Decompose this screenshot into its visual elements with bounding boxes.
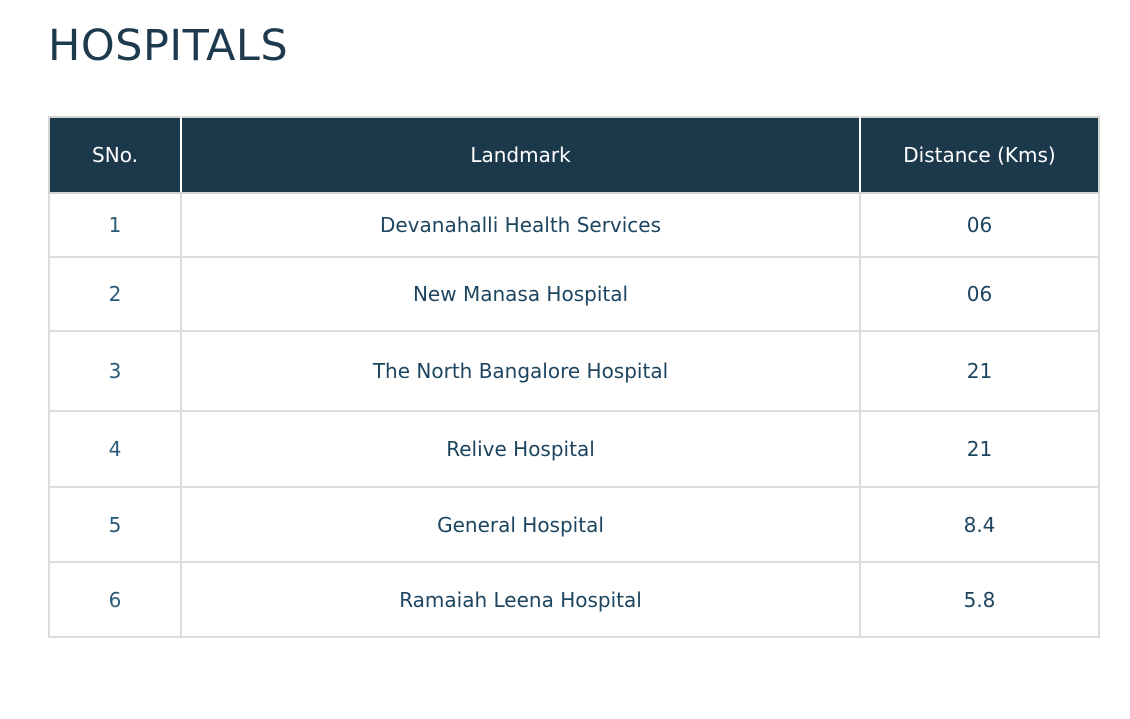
cell-landmark: The North Bangalore Hospital	[180, 330, 861, 412]
cell-distance: 06	[859, 192, 1100, 258]
cell-distance: 8.4	[859, 486, 1100, 563]
cell-distance: 21	[859, 410, 1100, 488]
cell-sno: 2	[48, 256, 182, 332]
cell-sno: 5	[48, 486, 182, 563]
cell-distance: 5.8	[859, 561, 1100, 638]
column-header-sno: SNo.	[48, 116, 182, 194]
cell-sno: 3	[48, 330, 182, 412]
table-row: 1 Devanahalli Health Services 06	[48, 192, 1100, 258]
cell-sno: 6	[48, 561, 182, 638]
cell-distance: 06	[859, 256, 1100, 332]
header-row: SNo. Landmark Distance (Kms)	[48, 116, 1100, 194]
table-row: 6 Ramaiah Leena Hospital 5.8	[48, 561, 1100, 638]
cell-landmark: Relive Hospital	[180, 410, 861, 488]
cell-landmark: General Hospital	[180, 486, 861, 563]
cell-sno: 4	[48, 410, 182, 488]
column-header-distance: Distance (Kms)	[859, 116, 1100, 194]
page-title: HOSPITALS	[48, 21, 289, 71]
table-row: 5 General Hospital 8.4	[48, 486, 1100, 563]
hospitals-table: SNo. Landmark Distance (Kms) 1 Devanahal…	[48, 116, 1100, 638]
cell-sno: 1	[48, 192, 182, 258]
cell-distance: 21	[859, 330, 1100, 412]
cell-landmark: New Manasa Hospital	[180, 256, 861, 332]
table-row: 2 New Manasa Hospital 06	[48, 256, 1100, 332]
table-header: SNo. Landmark Distance (Kms)	[48, 116, 1100, 194]
table-body: 1 Devanahalli Health Services 06 2 New M…	[48, 192, 1100, 638]
cell-landmark: Devanahalli Health Services	[180, 192, 861, 258]
column-header-landmark: Landmark	[180, 116, 861, 194]
table-row: 4 Relive Hospital 21	[48, 410, 1100, 488]
table-row: 3 The North Bangalore Hospital 21	[48, 330, 1100, 412]
cell-landmark: Ramaiah Leena Hospital	[180, 561, 861, 638]
